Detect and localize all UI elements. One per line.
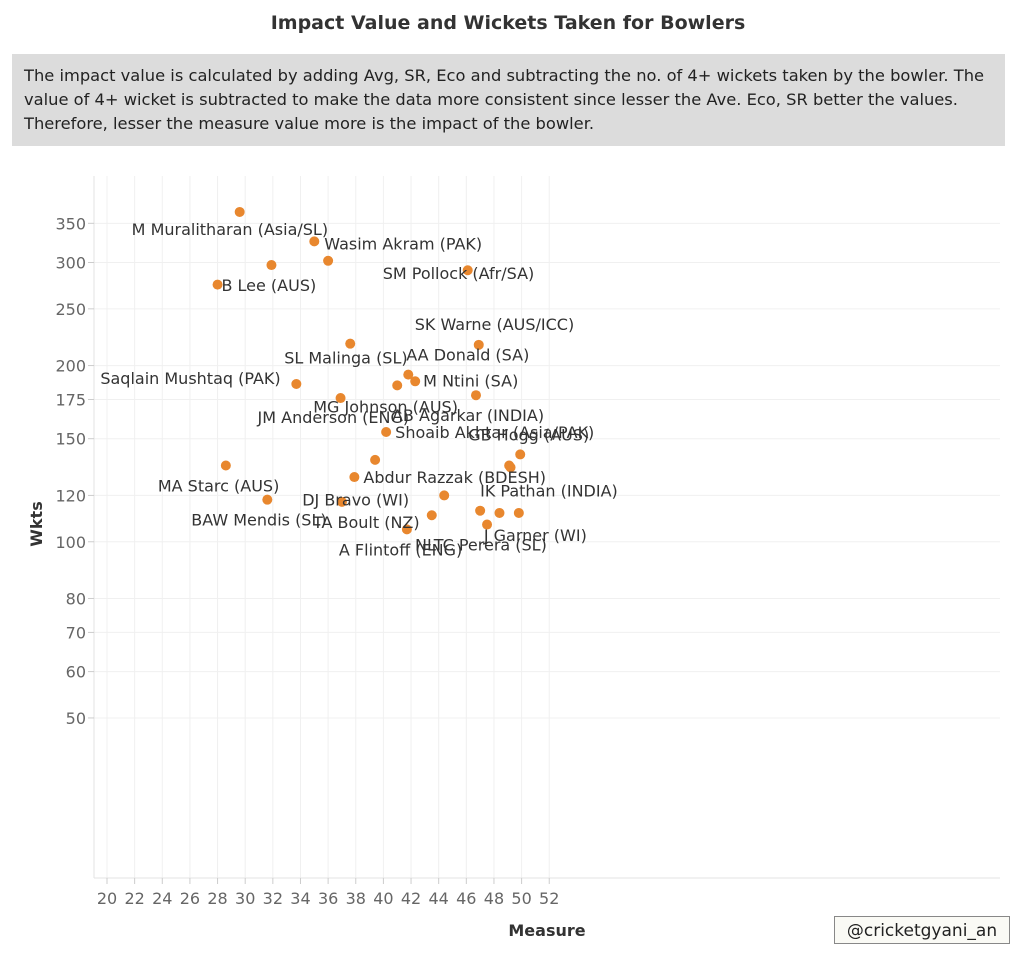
data-point xyxy=(392,380,403,391)
y-tick-label: 80 xyxy=(66,589,86,608)
chart-description: The impact value is calculated by adding… xyxy=(12,54,1005,146)
data-point xyxy=(401,524,412,535)
data-point xyxy=(291,379,302,390)
data-labels: M Muralitharan (Asia/SL)Wasim Akram (PAK… xyxy=(100,220,617,559)
y-tick-label: 175 xyxy=(55,391,86,410)
y-tick-label: 70 xyxy=(66,623,86,642)
x-tick-label: 22 xyxy=(124,889,144,908)
data-point xyxy=(349,472,360,483)
data-point-label: SK Warne (AUS/ICC) xyxy=(415,315,574,334)
data-point-label: MG Johnson (AUS) xyxy=(313,397,458,416)
data-point-label: M Muralitharan (Asia/SL) xyxy=(132,220,328,239)
data-point xyxy=(426,510,437,521)
y-tick-label: 120 xyxy=(55,486,86,505)
x-tick-label: 40 xyxy=(373,889,393,908)
x-tick-label: 52 xyxy=(539,889,559,908)
x-tick-label: 30 xyxy=(235,889,255,908)
x-axis-ticks: 20 22 24 26 28 30 32 34 36 38 40 42 44 46 48 50 52 xyxy=(97,878,559,908)
x-tick-label: 46 xyxy=(456,889,476,908)
data-point-label: IK Pathan (INDIA) xyxy=(480,482,618,501)
data-point-label: SL Malinga (SL) xyxy=(284,349,407,368)
data-point xyxy=(475,505,486,516)
data-point xyxy=(323,255,334,266)
y-tick-label: 50 xyxy=(66,709,86,728)
x-tick-label: 28 xyxy=(207,889,227,908)
x-tick-label: 36 xyxy=(318,889,338,908)
x-tick-label: 50 xyxy=(511,889,531,908)
data-point xyxy=(482,519,493,530)
data-points xyxy=(212,206,526,535)
y-tick-label: 100 xyxy=(55,533,86,552)
data-point xyxy=(462,265,473,276)
data-point-label: Wasim Akram (PAK) xyxy=(324,234,482,253)
x-tick-label: 20 xyxy=(97,889,117,908)
data-point-label: TA Boult (NZ) xyxy=(312,513,420,532)
y-tick-label: 350 xyxy=(55,214,86,233)
data-point-label: Abdur Razzak (BDESH) xyxy=(363,468,546,487)
data-point xyxy=(403,369,414,380)
x-tick-label: 38 xyxy=(346,889,366,908)
y-tick-label: 300 xyxy=(55,254,86,273)
data-point xyxy=(494,507,505,518)
data-point-label: BAW Mendis (SL) xyxy=(191,511,326,530)
data-point-label: JM Anderson (ENG) xyxy=(257,408,410,427)
x-tick-label: 24 xyxy=(152,889,172,908)
data-point xyxy=(309,236,320,247)
data-point-label: MA Starc (AUS) xyxy=(158,476,279,495)
data-point xyxy=(370,454,381,465)
data-point-label: Saqlain Mushtaq (PAK) xyxy=(100,369,280,388)
data-point xyxy=(345,338,356,349)
data-point xyxy=(410,376,421,387)
data-point-label: SM Pollock (Afr/SA) xyxy=(383,264,535,283)
data-point xyxy=(470,390,481,401)
y-axis-ticks: 50 60 70 80 100 120 150 175 200 250 300 350 xyxy=(55,214,94,728)
data-point xyxy=(381,427,392,438)
x-tick-label: 44 xyxy=(429,889,449,908)
y-tick-label: 60 xyxy=(66,663,86,682)
data-point-label: A Flintoff (ENG) xyxy=(339,540,462,559)
y-tick-label: 150 xyxy=(55,430,86,449)
data-point-label: GB Hogg (AUS) xyxy=(468,425,589,444)
data-point-label: AA Donald (SA) xyxy=(406,346,529,365)
data-point-label: DJ Bravo (WI) xyxy=(302,490,409,509)
data-point xyxy=(212,279,223,290)
y-tick-label: 200 xyxy=(55,357,86,376)
data-point xyxy=(335,393,346,404)
chart-title: Impact Value and Wickets Taken for Bowle… xyxy=(270,12,746,34)
data-point xyxy=(439,490,450,501)
y-axis-title: Wkts xyxy=(27,501,46,546)
data-point-label: AB Agarkar (INDIA) xyxy=(392,406,544,425)
data-point-label: NLTC Perera (SL) xyxy=(415,536,547,555)
data-point xyxy=(505,462,516,473)
data-point-label: M Ntini (SA) xyxy=(423,371,518,390)
data-point-label: J Garner (WI) xyxy=(483,526,587,545)
data-point-label: Shoaib Akhtar (Asia/PAK) xyxy=(395,423,594,442)
data-point xyxy=(234,206,245,217)
data-point xyxy=(336,496,347,507)
x-tick-label: 32 xyxy=(263,889,283,908)
data-point xyxy=(513,507,524,518)
data-point-label: B Lee (AUS) xyxy=(221,276,316,295)
x-tick-label: 26 xyxy=(180,889,200,908)
data-point xyxy=(262,494,273,505)
y-tick-label: 250 xyxy=(55,300,86,319)
data-point xyxy=(473,339,484,350)
x-axis-title: Measure xyxy=(508,921,585,940)
x-tick-label: 34 xyxy=(290,889,310,908)
data-point xyxy=(220,460,231,471)
grid-lines xyxy=(93,176,1000,879)
x-tick-label: 48 xyxy=(484,889,504,908)
x-tick-label: 42 xyxy=(401,889,421,908)
data-point xyxy=(515,449,526,460)
data-point xyxy=(266,260,277,271)
credit-badge: @cricketgyani_an xyxy=(834,916,1010,944)
